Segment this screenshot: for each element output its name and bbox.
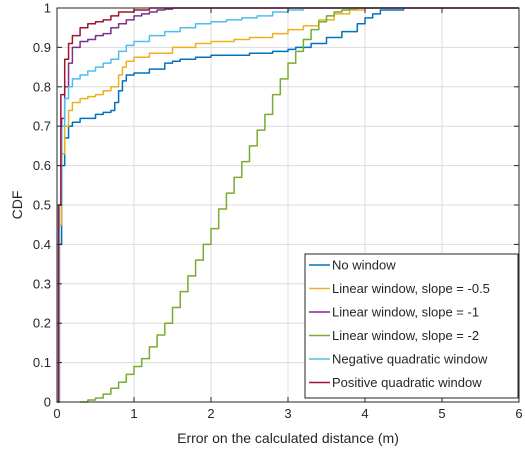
x-tick-label: 3	[284, 406, 291, 421]
y-tick-label: 0.5	[33, 198, 51, 213]
legend: No window Linear window, slope = -0.5 Line…	[304, 253, 519, 399]
y-tick-label: 0.7	[33, 119, 51, 134]
legend-entry: Linear window, slope = -0.5	[332, 281, 490, 296]
y-tick-label: 0	[44, 395, 51, 410]
series-line-2	[57, 7, 519, 403]
series-layer	[57, 7, 519, 403]
y-axis-ticks: 0 0.1 0.2 0.3 0.4 0.5 0.6 0.7 0.8 0.9 1	[33, 1, 519, 410]
x-tick-label: 6	[515, 406, 522, 421]
y-tick-label: 0.4	[33, 237, 51, 252]
x-tick-label: 1	[130, 406, 137, 421]
legend-box	[304, 253, 519, 399]
series-line-3	[57, 7, 519, 403]
series-line-5	[57, 7, 519, 403]
y-tick-label: 0.8	[33, 79, 51, 94]
x-tick-label: 2	[207, 406, 214, 421]
y-tick-label: 1	[44, 1, 51, 16]
y-tick-label: 0.3	[33, 276, 51, 291]
y-axis-label: CDF	[9, 191, 25, 220]
x-tick-label: 0	[53, 406, 60, 421]
legend-entry: Linear window, slope = -2	[332, 328, 479, 343]
x-axis-label: Error on the calculated distance (m)	[177, 430, 399, 446]
series-line-4	[80, 7, 519, 403]
y-tick-label: 0.6	[33, 158, 51, 173]
y-tick-label: 0.1	[33, 355, 51, 370]
legend-entry: Negative quadratic window	[332, 352, 488, 367]
series-line-1	[57, 7, 519, 403]
x-tick-label: 4	[361, 406, 368, 421]
legend-entry: Positive quadratic window	[332, 375, 482, 390]
y-tick-label: 0.9	[33, 40, 51, 55]
legend-entry: No window	[332, 258, 396, 273]
y-tick-label: 0.2	[33, 316, 51, 331]
legend-entry: Linear window, slope = -1	[332, 305, 479, 320]
x-tick-label: 5	[438, 406, 445, 421]
